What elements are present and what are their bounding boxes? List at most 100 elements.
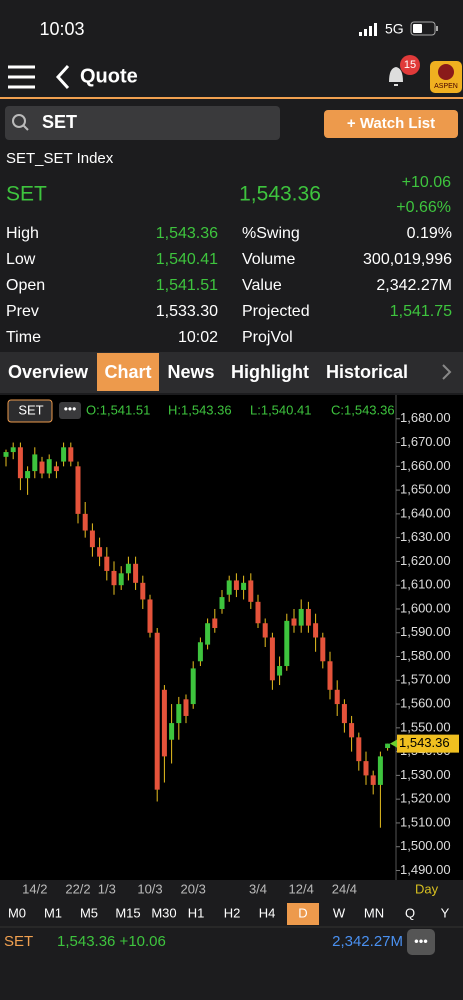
candle-body bbox=[226, 580, 232, 595]
footer-symbol: SET bbox=[4, 933, 33, 950]
chart-symbol-box[interactable] bbox=[7, 399, 53, 423]
candle-body bbox=[68, 447, 74, 462]
tab[interactable]: Highlight bbox=[231, 362, 309, 382]
search-box[interactable] bbox=[5, 106, 280, 140]
timeframe[interactable]: M15 bbox=[115, 905, 140, 920]
candle-body bbox=[161, 689, 167, 757]
back-button[interactable] bbox=[55, 64, 70, 90]
timeframe[interactable]: M30 bbox=[151, 905, 176, 920]
candle-body bbox=[284, 620, 290, 667]
last-price-tag bbox=[397, 734, 459, 753]
y-tick-label: 1,490.00 bbox=[400, 862, 451, 877]
y-tick-label: 1,680.00 bbox=[400, 410, 451, 425]
timeframe[interactable]: H2 bbox=[224, 905, 241, 920]
battery-icon bbox=[410, 21, 438, 36]
candle-body bbox=[233, 580, 239, 590]
y-tick-label: 1,570.00 bbox=[400, 672, 451, 687]
quote-label: Value bbox=[242, 277, 282, 294]
timeframe[interactable]: M5 bbox=[80, 905, 98, 920]
timeframe[interactable]: D bbox=[298, 905, 307, 920]
timeframe[interactable]: Q bbox=[405, 905, 415, 920]
tab[interactable]: Chart bbox=[104, 362, 151, 382]
ohlc-high: H:1,543.36 bbox=[168, 402, 232, 417]
menu-button[interactable] bbox=[8, 65, 35, 89]
footer-value: 2,342.27M bbox=[332, 933, 403, 950]
candle-body bbox=[219, 597, 225, 609]
x-tick-label: 20/3 bbox=[181, 881, 206, 896]
y-tick-label: 1,620.00 bbox=[400, 553, 451, 568]
candle-body bbox=[3, 452, 9, 457]
quote-label: High bbox=[6, 225, 39, 242]
tab[interactable]: Overview bbox=[8, 362, 89, 382]
watchlist-button[interactable] bbox=[324, 110, 458, 138]
timeframe[interactable]: MN bbox=[364, 905, 384, 920]
candle-body bbox=[140, 582, 146, 600]
chart-symbol: SET bbox=[18, 402, 43, 417]
last-price-label: 1,543.36 bbox=[399, 735, 450, 750]
x-axis-area bbox=[0, 880, 463, 900]
search-query: SET bbox=[42, 112, 77, 132]
candle-body bbox=[327, 661, 333, 690]
x-tick-label: 22/2 bbox=[65, 881, 90, 896]
candle-body bbox=[269, 637, 275, 681]
quote-label: Projected bbox=[242, 303, 310, 320]
tab-scroll[interactable] bbox=[442, 364, 452, 380]
quote-value: 2,342.27M bbox=[376, 277, 452, 294]
candle-body bbox=[349, 723, 355, 738]
candle-body bbox=[241, 582, 247, 590]
candle-body bbox=[305, 608, 311, 626]
timeframe[interactable]: M1 bbox=[44, 905, 62, 920]
timeframe[interactable]: W bbox=[333, 905, 346, 920]
x-tick-label: 24/4 bbox=[332, 881, 357, 896]
change: +10.06 bbox=[402, 174, 451, 191]
timeframe[interactable]: Y bbox=[441, 905, 450, 920]
candle-body bbox=[118, 573, 124, 586]
candle-body bbox=[147, 599, 153, 633]
candle-body bbox=[53, 466, 59, 472]
candle-body bbox=[334, 689, 340, 705]
candle-body bbox=[183, 699, 189, 716]
candle-body bbox=[125, 563, 131, 574]
ohlc-open: O:1,541.51 bbox=[86, 402, 150, 417]
y-tick-label: 1,510.00 bbox=[400, 814, 451, 829]
y-tick-label: 1,560.00 bbox=[400, 696, 451, 711]
timeframe[interactable]: H1 bbox=[188, 905, 205, 920]
candle-body bbox=[10, 447, 16, 453]
badge-count: 15 bbox=[404, 59, 416, 71]
timeframe[interactable]: M0 bbox=[8, 905, 26, 920]
quote-value: 10:02 bbox=[178, 329, 218, 346]
tab[interactable]: Historical bbox=[326, 362, 408, 382]
divider bbox=[0, 97, 463, 99]
x-tick-label: 12/4 bbox=[289, 881, 314, 896]
last-price-pointer bbox=[390, 739, 397, 748]
chart-menu[interactable] bbox=[59, 402, 81, 419]
quote-value: 1,541.51 bbox=[156, 277, 218, 294]
tab[interactable]: News bbox=[167, 362, 214, 382]
ohlc-header: O:1,541.51 H:1,543.36 L:1,540.41 C:1,543… bbox=[86, 402, 394, 417]
quote-label: Time bbox=[6, 329, 41, 346]
quote-label: ProjVol bbox=[242, 329, 293, 346]
y-tick-label: 1,670.00 bbox=[400, 434, 451, 449]
footer-menu[interactable] bbox=[407, 929, 435, 955]
candle-body bbox=[197, 642, 203, 662]
quote-value: 1,540.41 bbox=[156, 251, 218, 268]
quote-value: 1,541.75 bbox=[390, 303, 452, 320]
network: 5G bbox=[385, 21, 404, 37]
y-tick-label: 1,580.00 bbox=[400, 648, 451, 663]
y-tick-label: 1,500.00 bbox=[400, 838, 451, 853]
symbol: SET bbox=[6, 183, 47, 206]
candle-body bbox=[104, 556, 110, 571]
candle-body bbox=[298, 608, 304, 626]
y-tick-label: 1,640.00 bbox=[400, 505, 451, 520]
timeframe[interactable]: H4 bbox=[259, 905, 276, 920]
y-tick-label: 1,530.00 bbox=[400, 767, 451, 782]
quote-label: Prev bbox=[6, 303, 39, 320]
candle-body bbox=[385, 743, 391, 749]
chart-menu-dots: ••• bbox=[64, 402, 77, 416]
quote-value: 1,533.30 bbox=[156, 303, 218, 320]
candle-body bbox=[356, 737, 362, 762]
candle-body bbox=[341, 704, 347, 724]
candle-body bbox=[190, 668, 196, 705]
y-tick-label: 1,650.00 bbox=[400, 482, 451, 497]
bell-icon[interactable] bbox=[389, 67, 403, 86]
